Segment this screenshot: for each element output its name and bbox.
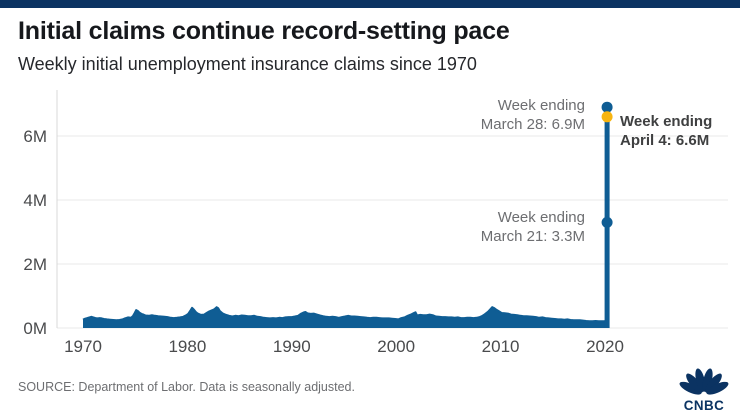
claims-area-chart: 0M 2M 4M 6M 1970 1980 1990 2000 2010 2020 Week end… (0, 86, 740, 366)
x-axis-tick-1990: 1990 (272, 337, 311, 356)
y-axis-tick-2M: 2M (23, 255, 47, 274)
y-axis-tick-4M: 4M (23, 191, 47, 210)
peacock-feather-1 (679, 381, 702, 395)
cnbc-logo: CNBC (676, 364, 732, 413)
x-axis-tick-2010: 2010 (481, 337, 520, 356)
cnbc-peacock-icon: CNBC (679, 368, 729, 413)
page-title: Initial claims continue record-setting p… (18, 17, 510, 45)
y-axis-tick-6M: 6M (23, 127, 47, 146)
plot-canvas (56, 90, 728, 329)
annotation-april-4-6-6m: Week ending April 4: 6.6M (620, 113, 713, 149)
claims-line-series (82, 106, 609, 323)
data-point-dot-6.6m (601, 111, 613, 123)
source-note: SOURCE: Department of Labor. Data is sea… (18, 380, 355, 394)
peacock-feather-6 (706, 381, 729, 395)
x-axis-tick-2000: 2000 (377, 337, 416, 356)
brand-top-bar (0, 0, 740, 8)
annotation-march-28-6-9m: Week ending March 28: 6.9M (480, 97, 585, 133)
chart-subtitle: Weekly initial unemployment insurance cl… (18, 54, 477, 74)
svg-text:CNBC: CNBC (684, 398, 724, 412)
data-point-dot-6.9m (601, 101, 613, 113)
x-axis-tick-1970: 1970 (64, 337, 102, 356)
peacock-feather-2 (686, 373, 703, 393)
x-axis-tick-1980: 1980 (168, 337, 207, 356)
annotation-march-21-3-3m: Week ending March 21: 3.3M (480, 209, 585, 245)
x-axis-tick-2020: 2020 (586, 337, 624, 356)
y-axis-tick-0M: 0M (23, 319, 47, 338)
peacock-feather-4 (702, 368, 713, 392)
data-point-dot-3.3m (601, 216, 613, 228)
peacock-feather-5 (705, 373, 722, 393)
